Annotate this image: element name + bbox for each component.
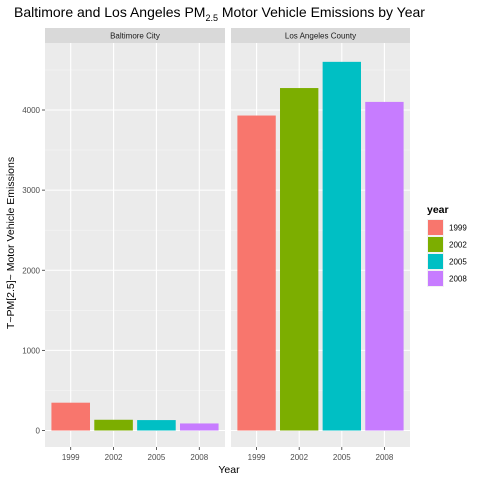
bar-baltimore-city-2002	[94, 419, 133, 431]
x-tick-label: 1999	[248, 453, 266, 462]
y-axis: 0 1000 2000 3000 4000	[22, 106, 45, 436]
y-tick-label: 1000	[22, 346, 40, 355]
x-tick-label: 2002	[105, 453, 123, 462]
y-axis-title: T~PM[2.5]~ Motor Vehicle Emissions	[5, 157, 17, 329]
panel-background	[45, 43, 225, 447]
facet-strip-label: Los Angeles County	[285, 32, 356, 41]
x-tick-label: 2005	[333, 453, 351, 462]
facet-panel: Baltimore City 1999 2002 2005 2008	[45, 28, 225, 462]
legend-label-2008: 2008	[449, 275, 467, 284]
legend-label-1999: 1999	[449, 224, 467, 233]
bar-los-angeles-county-2005	[322, 61, 361, 431]
legend: year 1999 2002 2005 2008	[427, 204, 467, 287]
chart-title-subscript: 2.5	[205, 13, 218, 23]
x-axis-title: Year	[218, 464, 240, 476]
bar-los-angeles-county-2008	[365, 101, 404, 431]
legend-key-1999	[428, 220, 443, 235]
legend-label-2002: 2002	[449, 241, 467, 250]
x-tick-label: 2008	[376, 453, 394, 462]
bar-baltimore-city-1999	[51, 402, 90, 431]
bar-baltimore-city-2005	[137, 420, 176, 431]
facet-panel: Los Angeles County 1999 2002 2005 2008	[231, 28, 410, 462]
legend-key-2005	[428, 254, 443, 269]
facet-strip	[45, 28, 225, 43]
facet-strip-label: Baltimore City	[110, 32, 160, 41]
bar-los-angeles-county-2002	[280, 88, 319, 431]
legend-key-2002	[428, 237, 443, 252]
y-tick-label: 3000	[22, 186, 40, 195]
legend-key-2008	[428, 271, 443, 286]
facet-strip	[231, 28, 410, 43]
y-tick-label: 2000	[22, 266, 40, 275]
chart-title-prefix: Baltimore and Los Angeles PM	[14, 4, 205, 20]
bar-baltimore-city-2008	[180, 423, 219, 431]
x-tick-label: 1999	[62, 453, 80, 462]
chart-title-suffix: Motor Vehicle Emissions by Year	[218, 4, 425, 20]
chart-title: Baltimore and Los Angeles PM2.5 Motor Ve…	[14, 4, 425, 23]
legend-label-2005: 2005	[449, 258, 467, 267]
bar-los-angeles-county-1999	[237, 115, 276, 431]
y-tick-label: 0	[36, 427, 41, 436]
y-tick-label: 4000	[22, 106, 40, 115]
x-tick-label: 2005	[148, 453, 166, 462]
x-tick-label: 2008	[190, 453, 208, 462]
legend-title: year	[427, 204, 449, 216]
x-tick-label: 2002	[290, 453, 308, 462]
